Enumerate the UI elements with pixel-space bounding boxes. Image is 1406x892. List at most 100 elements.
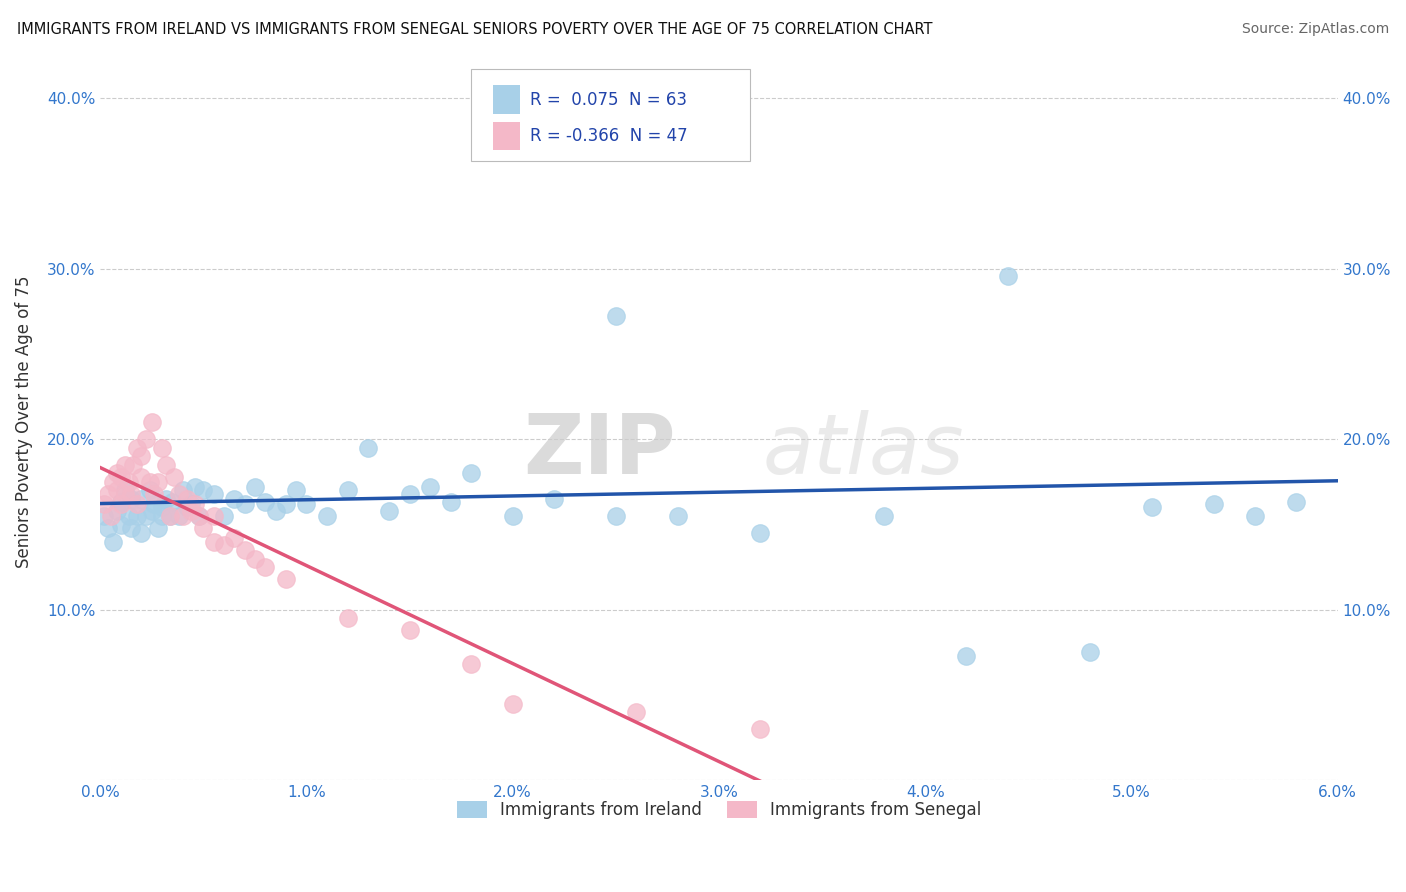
Point — [202, 534, 225, 549]
Point — [167, 487, 190, 501]
Point — [224, 491, 246, 506]
Point — [146, 521, 169, 535]
Y-axis label: Seniors Poverty Over the Age of 75: Seniors Poverty Over the Age of 75 — [15, 276, 32, 568]
Point — [440, 495, 463, 509]
Point — [176, 491, 198, 506]
Point — [159, 508, 181, 523]
Point — [162, 495, 184, 509]
Point — [336, 611, 359, 625]
Point — [155, 458, 177, 472]
Point — [146, 475, 169, 489]
Point — [1078, 645, 1101, 659]
Point — [254, 495, 277, 509]
Point — [274, 572, 297, 586]
Point — [193, 521, 215, 535]
Point — [114, 458, 136, 472]
Point — [150, 441, 173, 455]
Point — [172, 508, 194, 523]
Point — [188, 508, 211, 523]
Point — [233, 497, 256, 511]
Point — [155, 491, 177, 506]
Point — [114, 487, 136, 501]
Point — [172, 483, 194, 498]
Point — [131, 526, 153, 541]
Text: R =  0.075  N = 63: R = 0.075 N = 63 — [530, 91, 686, 109]
Point — [120, 521, 142, 535]
Point — [264, 504, 287, 518]
Point — [605, 310, 627, 324]
Point — [212, 508, 235, 523]
Point — [97, 521, 120, 535]
Point — [180, 504, 202, 518]
Point — [316, 508, 339, 523]
Point — [110, 495, 132, 509]
Point — [93, 508, 115, 523]
Legend: Immigrants from Ireland, Immigrants from Senegal: Immigrants from Ireland, Immigrants from… — [450, 794, 988, 826]
Point — [101, 534, 124, 549]
Point — [357, 441, 380, 455]
Point — [378, 504, 401, 518]
Point — [224, 531, 246, 545]
Point — [131, 450, 153, 464]
Point — [202, 508, 225, 523]
Point — [274, 497, 297, 511]
Point — [243, 480, 266, 494]
Point — [110, 469, 132, 483]
Point — [184, 497, 207, 511]
Bar — [492, 121, 520, 151]
Point — [127, 441, 149, 455]
Point — [114, 483, 136, 498]
Point — [139, 475, 162, 489]
Point — [127, 497, 149, 511]
Point — [118, 475, 141, 489]
Point — [1140, 500, 1163, 515]
Point — [873, 508, 896, 523]
Point — [419, 480, 441, 494]
Point — [93, 497, 115, 511]
Point — [193, 483, 215, 498]
Point — [955, 648, 977, 663]
Point — [163, 469, 186, 483]
Point — [188, 508, 211, 523]
Point — [502, 697, 524, 711]
Point — [135, 508, 157, 523]
Point — [295, 497, 318, 511]
Point — [398, 624, 420, 638]
Point — [666, 508, 689, 523]
Point — [336, 483, 359, 498]
Point — [233, 543, 256, 558]
Text: atlas: atlas — [762, 410, 965, 491]
Point — [398, 487, 420, 501]
Point — [180, 497, 202, 511]
Point — [141, 504, 163, 518]
Bar — [492, 86, 520, 114]
Text: R = -0.366  N = 47: R = -0.366 N = 47 — [530, 127, 688, 145]
Point — [202, 487, 225, 501]
Point — [502, 508, 524, 523]
Point — [184, 480, 207, 494]
Point — [150, 508, 173, 523]
Point — [97, 487, 120, 501]
Point — [141, 415, 163, 429]
Point — [167, 508, 190, 523]
Point — [1285, 495, 1308, 509]
Point — [142, 497, 165, 511]
Point — [688, 134, 710, 148]
Point — [105, 467, 128, 481]
Point — [120, 491, 142, 506]
Point — [110, 497, 132, 511]
Point — [749, 722, 772, 736]
Point — [127, 508, 149, 523]
Point — [626, 705, 648, 719]
Point — [120, 487, 142, 501]
Point — [122, 458, 145, 472]
Point — [139, 483, 162, 498]
Point — [243, 551, 266, 566]
Point — [285, 483, 308, 498]
Point — [997, 268, 1019, 283]
Point — [212, 538, 235, 552]
Point — [100, 508, 122, 523]
Point — [460, 657, 482, 672]
Point — [159, 508, 181, 523]
Point — [1202, 497, 1225, 511]
